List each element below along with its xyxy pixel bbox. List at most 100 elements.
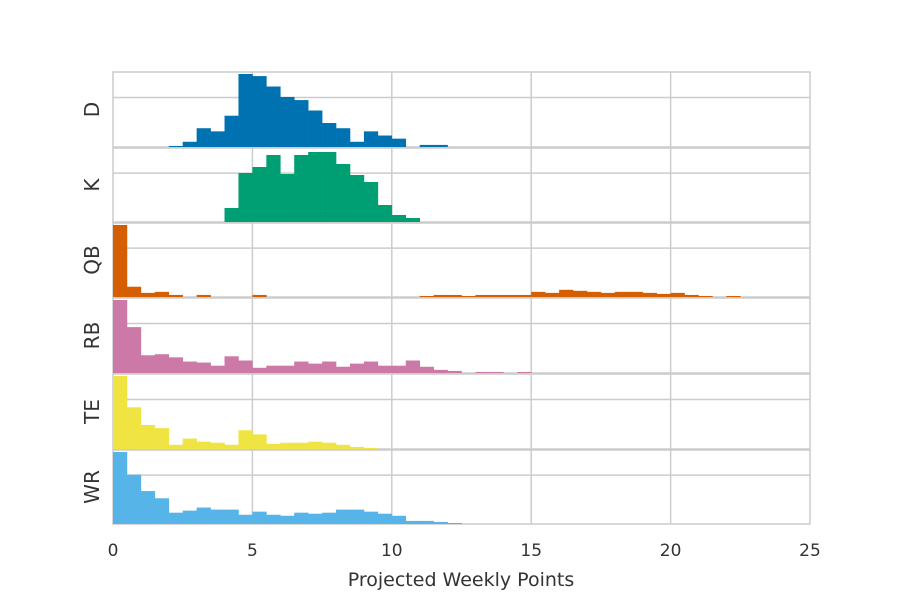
bar-qb bbox=[475, 294, 490, 297]
bar-qb bbox=[628, 291, 644, 297]
bar-wr bbox=[266, 514, 281, 524]
x-tick-label: 20 bbox=[660, 541, 682, 561]
bar-d bbox=[377, 135, 393, 147]
bar-te bbox=[308, 441, 323, 449]
bar-k bbox=[405, 218, 420, 222]
bar-rb bbox=[377, 365, 393, 373]
bar-rb bbox=[433, 369, 448, 373]
bar-rb bbox=[210, 365, 225, 373]
bar-d bbox=[308, 110, 323, 147]
bar-te bbox=[322, 442, 337, 449]
bar-d bbox=[182, 141, 197, 147]
bar-wr bbox=[224, 509, 239, 524]
bar-te bbox=[224, 444, 239, 449]
bar-rb bbox=[336, 366, 351, 373]
bar-rb bbox=[405, 360, 420, 373]
bar-d bbox=[294, 100, 309, 147]
bar-qb bbox=[600, 292, 616, 297]
bar-te bbox=[238, 430, 253, 449]
bar-te bbox=[294, 442, 309, 449]
bar-te bbox=[140, 425, 156, 449]
row-label-qb: QB bbox=[80, 245, 104, 274]
panel-d: D bbox=[80, 71, 811, 148]
x-tick-label: 10 bbox=[381, 541, 403, 561]
x-axis-ticks: 0 5 10 15 20 25 bbox=[108, 541, 821, 561]
bar-rb bbox=[349, 363, 365, 373]
bar-qb bbox=[461, 295, 476, 297]
bar-wr bbox=[377, 513, 393, 524]
bar-rb bbox=[489, 371, 504, 373]
panel-frame bbox=[112, 147, 811, 223]
bar-te bbox=[336, 444, 351, 449]
bar-d bbox=[419, 144, 434, 147]
bar-wr bbox=[140, 491, 156, 524]
bar-qb bbox=[196, 294, 211, 297]
bar-qb bbox=[503, 294, 518, 297]
bar-rb bbox=[140, 355, 156, 373]
bar-qb bbox=[252, 294, 267, 297]
bar-k bbox=[349, 175, 365, 222]
bar-qb bbox=[670, 292, 685, 297]
bar-qb bbox=[573, 290, 588, 297]
row-label-d: D bbox=[80, 102, 104, 117]
bar-k bbox=[252, 167, 267, 222]
bar-wr bbox=[168, 512, 183, 524]
bar-d bbox=[336, 128, 351, 147]
bar-qb bbox=[559, 289, 574, 297]
bar-wr bbox=[154, 498, 170, 524]
bar-k bbox=[336, 164, 351, 222]
bar-d bbox=[238, 74, 253, 147]
bar-te bbox=[280, 442, 295, 449]
bar-rb bbox=[308, 363, 323, 373]
bar-rb bbox=[126, 327, 142, 373]
bar-wr bbox=[210, 509, 225, 524]
panel-frame bbox=[112, 373, 811, 450]
bar-qb bbox=[154, 291, 170, 297]
bar-rb bbox=[168, 357, 183, 373]
panel-frame bbox=[112, 222, 811, 298]
bar-d bbox=[252, 76, 267, 147]
bar-d bbox=[391, 138, 407, 147]
bar-qb bbox=[168, 294, 183, 297]
bar-wr bbox=[294, 512, 309, 524]
bar-rb bbox=[224, 356, 239, 373]
bar-rb bbox=[517, 371, 532, 373]
bar-wr bbox=[349, 509, 365, 524]
bar-qb bbox=[126, 286, 142, 297]
facet-panels: D K QB RB TE WR bbox=[80, 71, 811, 525]
bar-d bbox=[280, 96, 295, 147]
bar-te bbox=[113, 376, 128, 449]
bar-rb bbox=[363, 361, 379, 373]
bar-te bbox=[252, 434, 267, 449]
bar-qb bbox=[545, 292, 560, 297]
bar-wr bbox=[363, 511, 379, 524]
bar-qb bbox=[586, 291, 602, 297]
bar-wr bbox=[252, 511, 267, 524]
bar-d bbox=[266, 86, 281, 147]
bar-rb bbox=[391, 365, 407, 373]
bar-d bbox=[322, 123, 337, 147]
bar-k bbox=[238, 173, 253, 222]
bar-wr bbox=[322, 512, 337, 524]
row-label-rb: RB bbox=[80, 322, 104, 350]
bar-k bbox=[377, 205, 393, 222]
bar-wr bbox=[196, 507, 211, 524]
bar-qb bbox=[656, 293, 671, 297]
bar-qb bbox=[489, 294, 504, 297]
bar-wr bbox=[182, 510, 197, 524]
bar-k bbox=[280, 174, 295, 222]
panel-k: K bbox=[80, 147, 811, 223]
bar-te bbox=[182, 438, 197, 449]
panel-te: TE bbox=[80, 373, 811, 450]
bar-wr bbox=[113, 452, 128, 524]
bar-k bbox=[391, 215, 407, 222]
row-label-k: K bbox=[80, 178, 104, 192]
bar-k bbox=[224, 208, 239, 222]
bar-qb bbox=[531, 291, 546, 297]
bar-qb bbox=[642, 292, 657, 297]
bar-rb bbox=[196, 362, 211, 373]
bar-rb bbox=[238, 360, 253, 373]
bar-te bbox=[168, 444, 183, 449]
bar-qb bbox=[113, 225, 128, 297]
bar-qb bbox=[726, 295, 741, 297]
